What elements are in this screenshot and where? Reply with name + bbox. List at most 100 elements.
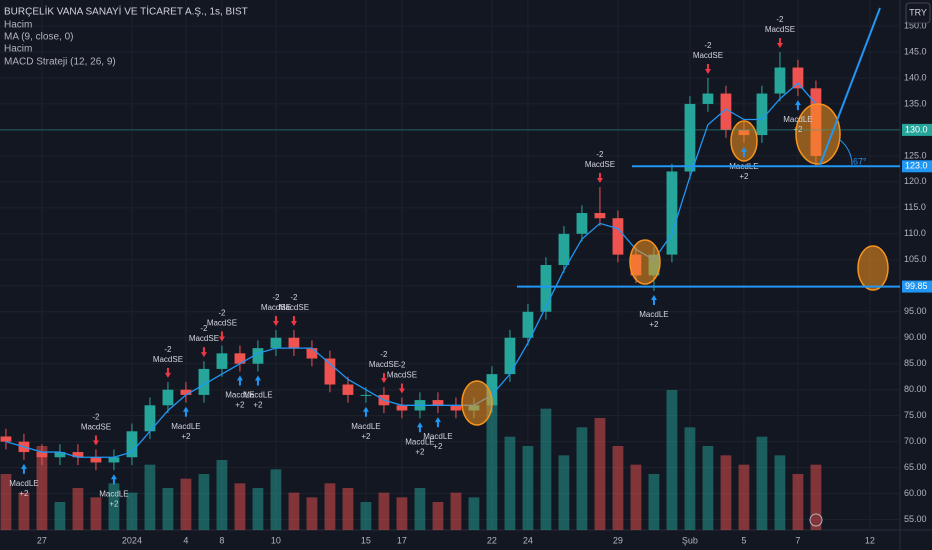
signal-qty: -2: [596, 150, 604, 159]
trend-line: [819, 7, 881, 166]
currency-button[interactable]: [905, 2, 931, 24]
candle-body: [774, 67, 786, 94]
signal-label: MacdLE: [783, 115, 812, 124]
volume-bar: [774, 455, 786, 530]
volume-layer: [0, 390, 822, 530]
signal-label: MacdSE: [585, 160, 615, 169]
volume-bar: [288, 492, 300, 530]
candle-body: [432, 400, 444, 406]
signal-label: MacdLE: [171, 422, 200, 431]
y-tick-label: 95.00: [904, 306, 927, 316]
signal-qty: +2: [649, 320, 659, 329]
signal-label: MacdLE: [405, 437, 434, 446]
candle-body: [396, 405, 408, 411]
y-tick-label: 140.0: [904, 72, 927, 82]
signal-arrow: [794, 100, 801, 111]
candle-body: [72, 452, 84, 458]
price-axis: [900, 0, 932, 550]
signal-label: MacdLE: [243, 391, 272, 400]
signal-label: MacdSE: [279, 303, 309, 312]
price-tag: [902, 280, 932, 293]
candle-body: [594, 213, 606, 219]
price-tag: [902, 160, 932, 173]
signal-arrow: [254, 375, 261, 386]
signal-arrow: [110, 474, 117, 485]
price-tag-label: 99.85: [905, 281, 928, 291]
y-tick-label: 110.0: [904, 228, 926, 238]
signal-qty: -2: [776, 15, 784, 24]
volume-bar: [252, 488, 264, 530]
volume-bar: [72, 488, 84, 530]
signal-label: MacdSE: [693, 51, 723, 60]
candle-body: [36, 452, 48, 458]
volume-bar: [180, 478, 192, 530]
candle-body: [216, 353, 228, 369]
candle-body: [576, 213, 588, 234]
y-tick-label: 105.0: [904, 254, 927, 264]
signal-qty: +2: [253, 401, 263, 410]
replay-icon[interactable]: [809, 513, 823, 527]
highlight-circle: [461, 380, 493, 426]
signal-label: MacdSE: [369, 360, 399, 369]
volume-bar: [666, 390, 678, 530]
volume-bar: [36, 446, 48, 530]
signal-arrow: [416, 422, 423, 433]
candle-body: [306, 348, 318, 359]
candle-body: [486, 374, 498, 406]
signal-qty: +2: [235, 401, 245, 410]
candle-body: [612, 218, 624, 255]
candle-body: [666, 171, 678, 255]
candle-body: [90, 457, 102, 463]
overlay-layer: 55.00 60.00 65.00 70.00 75.00 80.00 85.00 90.00…: [0, 15, 932, 545]
volume-bar: [810, 464, 822, 530]
x-tick-label: 24: [523, 535, 533, 545]
y-tick-label: 70.00: [904, 436, 927, 446]
volume-bar: [360, 502, 372, 530]
legend-item: MACD Strateji (12, 26, 9): [4, 57, 116, 68]
y-tick-label: 65.00: [904, 462, 927, 472]
volume-bar: [540, 408, 552, 530]
y-tick-label: 55.00: [904, 514, 927, 524]
chart-title: BURÇELİK VANA SANAYİ VE TİCARET A.Ş., 1s…: [4, 5, 248, 18]
highlight-circle: [730, 120, 758, 162]
signal-arrow: [434, 417, 441, 428]
candle-body: [684, 103, 696, 172]
signal-qty: -2: [218, 309, 226, 318]
x-tick-label: 8: [219, 535, 224, 545]
volume-bar: [792, 474, 804, 530]
signal-qty: +2: [415, 447, 425, 456]
volume-bar: [504, 436, 516, 530]
x-tick-label: 29: [613, 535, 623, 545]
price-tag-label: 123.0: [905, 161, 928, 171]
signal-label: MacdLE: [225, 391, 254, 400]
volume-bar: [18, 492, 30, 530]
signal-label: MacdSE: [387, 371, 417, 380]
x-tick-label: 22: [487, 535, 497, 545]
candle-body: [270, 337, 282, 349]
y-tick-label: 60.00: [904, 488, 927, 498]
legend: BURÇELİK VANA SANAYİ VE TİCARET A.Ş., 1s…: [4, 5, 248, 68]
volume-bar: [432, 502, 444, 530]
currency-label[interactable]: TRY: [909, 7, 927, 17]
candle-body: [720, 93, 732, 130]
signal-qty: -2: [398, 361, 406, 370]
signal-qty: -2: [272, 293, 280, 302]
candle-body: [234, 353, 246, 364]
y-tick-label: 120.0: [904, 176, 927, 186]
candle-body: [792, 67, 804, 89]
volume-bar: [54, 502, 66, 530]
volume-bar: [630, 464, 642, 530]
y-tick-label: 125.0: [904, 150, 927, 160]
signal-label: MacdSE: [765, 25, 795, 34]
candle-body: [702, 93, 714, 104]
signal-label: MacdLE: [99, 489, 128, 498]
volume-bar: [414, 488, 426, 530]
signal-arrow: [236, 375, 243, 386]
volume-bar: [612, 446, 624, 530]
signal-arrow: [650, 294, 657, 305]
x-tick-label: 5: [741, 535, 746, 545]
volume-bar: [198, 474, 210, 530]
x-tick-label: 12: [865, 535, 875, 545]
highlight-circle: [629, 239, 661, 285]
